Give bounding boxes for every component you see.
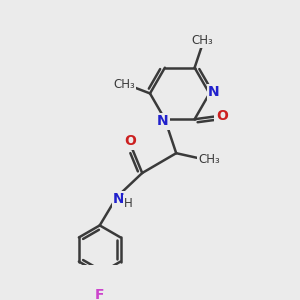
- Text: N: N: [208, 85, 220, 99]
- Text: O: O: [216, 109, 228, 123]
- Text: N: N: [157, 115, 168, 128]
- Text: N: N: [113, 192, 125, 206]
- Text: H: H: [124, 197, 133, 210]
- Text: CH₃: CH₃: [199, 153, 220, 166]
- Text: CH₃: CH₃: [191, 34, 213, 47]
- Text: F: F: [95, 288, 104, 300]
- Text: CH₃: CH₃: [113, 78, 135, 91]
- Text: O: O: [125, 134, 136, 148]
